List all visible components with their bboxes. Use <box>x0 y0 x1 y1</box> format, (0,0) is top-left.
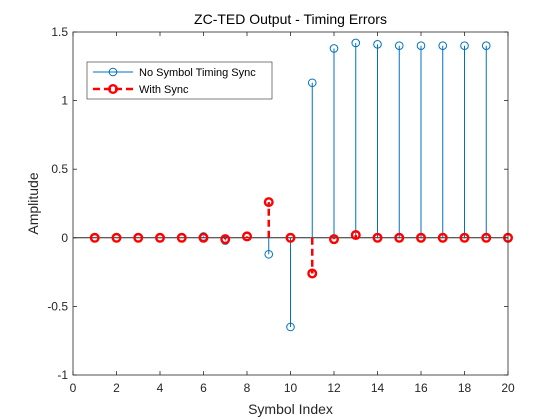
x-tick-label: 8 <box>244 381 251 395</box>
y-tick-label: 0 <box>61 231 68 245</box>
y-tick-label: -0.5 <box>47 299 68 313</box>
x-axis-label: Symbol Index <box>248 401 333 417</box>
x-tick-label: 20 <box>501 381 515 395</box>
y-tick-label: -1 <box>57 368 68 382</box>
x-tick-label: 0 <box>70 381 77 395</box>
legend-label-no-sync: No Symbol Timing Sync <box>139 67 256 79</box>
y-tick-label: 0.5 <box>51 162 68 176</box>
x-tick-label: 10 <box>284 381 298 395</box>
x-tick-label: 18 <box>458 381 472 395</box>
x-tick-label: 14 <box>371 381 385 395</box>
y-tick-label: 1.5 <box>51 25 68 39</box>
x-tick-label: 4 <box>157 381 164 395</box>
legend: No Symbol Timing Sync With Sync <box>87 62 272 99</box>
x-tick-label: 16 <box>414 381 428 395</box>
chart-title: ZC-TED Output - Timing Errors <box>194 11 387 27</box>
x-tick-label: 2 <box>113 381 120 395</box>
legend-label-with-sync: With Sync <box>139 84 189 96</box>
x-tick-label: 6 <box>200 381 207 395</box>
y-axis-label: Amplitude <box>25 172 41 234</box>
x-tick-label: 12 <box>327 381 341 395</box>
y-tick-label: 1 <box>61 94 68 108</box>
